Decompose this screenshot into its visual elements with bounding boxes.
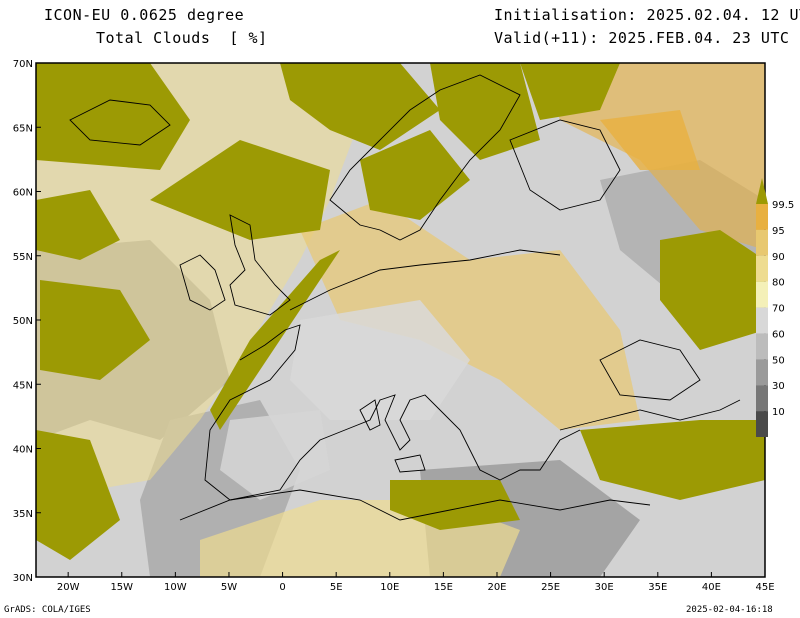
coast-sicily — [394, 454, 426, 473]
clear-central-europe — [290, 300, 470, 420]
clear-iberia — [220, 410, 330, 500]
overcast-north-sea-west — [150, 140, 330, 240]
colorbar-label: 99.5 — [772, 200, 794, 211]
coast-scandinavia — [329, 74, 521, 241]
colorbar-top-triangle — [756, 178, 768, 204]
lon-tick-label: 10E — [380, 582, 399, 593]
coast-finland — [509, 119, 621, 211]
colorbar-box — [756, 204, 768, 230]
lat-tick-label: 50N — [13, 316, 33, 327]
overcast-atlantic-north — [36, 190, 120, 260]
colorbar-box — [756, 385, 768, 412]
colorbar-labels: 99.5 95 90 80 70 60 50 30 10 — [772, 200, 794, 418]
lat-tick-label: 35N — [13, 509, 33, 520]
lon-tick-label: 20E — [487, 582, 506, 593]
initialisation-time: Initialisation: 2025.02.04. 12 UTC — [494, 6, 800, 24]
lon-tick-label: 15E — [434, 582, 453, 593]
coast-iceland — [69, 99, 171, 146]
cloud-finland — [600, 110, 700, 170]
lat-tick-label: 70N — [13, 59, 33, 70]
colorbar-box — [756, 255, 768, 282]
longitude-axis: 20W 15W 10W 5W 0 5E 10E 15E 20E 25E 30E 35E 40E 45E — [57, 572, 775, 593]
lon-tick-label: 30E — [595, 582, 614, 593]
field-title: Total Clouds [ %] — [96, 29, 268, 47]
colorbar-label: 60 — [772, 329, 785, 340]
overcast-norwegian-sea — [280, 63, 440, 150]
colorbar-label: 10 — [772, 407, 785, 418]
lon-tick-label: 35E — [648, 582, 667, 593]
render-timestamp: 2025-02-04-16:18 — [686, 605, 773, 615]
coast-north-europe — [289, 249, 561, 311]
colorbar-label: 30 — [772, 381, 785, 392]
colorbar-label: 50 — [772, 355, 785, 366]
overcast-barents — [520, 63, 620, 120]
lon-tick-label: 20W — [57, 582, 80, 593]
lon-tick-label: 15W — [110, 582, 133, 593]
colorbar-label: 95 — [772, 226, 785, 237]
overcast-lapland — [430, 63, 540, 160]
lon-tick-label: 5E — [330, 582, 343, 593]
colorbar-label: 80 — [772, 278, 785, 289]
overcast-iceland — [36, 63, 190, 170]
overcast-channel-band — [210, 250, 340, 430]
overcast-volga — [660, 230, 765, 350]
overcast-atlantic-south — [36, 430, 120, 560]
grads-credit: GrADS: COLA/IGES — [4, 605, 91, 615]
latitude-axis: 70N 65N 60N 55N 50N 45N 40N 35N 30N — [13, 59, 41, 584]
lat-tick-label: 30N — [13, 573, 33, 584]
valid-time: Valid(+11): 2025.FEB.04. 23 UTC — [494, 29, 790, 47]
coast-great-britain — [229, 214, 291, 316]
colorbar-box — [756, 359, 768, 386]
cloud-band-central — [300, 200, 640, 430]
lon-tick-label: 10W — [164, 582, 187, 593]
overcast-scandinavia — [360, 130, 470, 220]
lat-tick-label: 45N — [13, 380, 33, 391]
coast-south-europe — [204, 324, 581, 501]
colorbar-label: 90 — [772, 252, 785, 263]
lat-tick-label: 40N — [13, 445, 33, 456]
lat-tick-label: 55N — [13, 252, 33, 263]
colorbar-box — [756, 307, 768, 334]
coast-corsica — [359, 399, 381, 431]
colorbar-label: 70 — [772, 304, 785, 315]
lon-tick-label: 40E — [702, 582, 721, 593]
lat-tick-label: 60N — [13, 188, 33, 199]
colorbar-boxes — [756, 178, 768, 437]
colorbar-box — [756, 229, 768, 256]
colorbar-box — [756, 411, 768, 437]
colorbar-box — [756, 333, 768, 360]
coast-black-sea-south — [559, 399, 741, 431]
colorbar-box — [756, 281, 768, 308]
map-field — [36, 63, 765, 577]
coast-north-africa — [179, 489, 651, 521]
lon-tick-label: 0 — [279, 582, 285, 593]
overcast-libya — [390, 480, 520, 530]
lon-tick-label: 45E — [755, 582, 774, 593]
coast-ireland — [179, 254, 226, 311]
overcast-anatolia — [580, 420, 765, 500]
coastlines — [69, 74, 741, 521]
model-title: ICON-EU 0.0625 degree — [44, 6, 245, 24]
coast-black-sea — [599, 339, 701, 401]
lat-tick-label: 65N — [13, 123, 33, 134]
overcast-atlantic-mid — [40, 280, 150, 380]
lon-tick-label: 25E — [541, 582, 560, 593]
lon-tick-label: 5W — [221, 582, 237, 593]
